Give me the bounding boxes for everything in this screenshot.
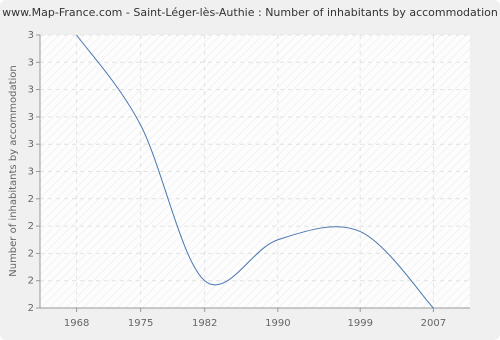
y-axis-label: Number of inhabitants by accommodation: [8, 65, 19, 277]
y-tick-label: 2: [28, 221, 34, 232]
x-tick-label: 1975: [128, 318, 153, 329]
x-tick-label: 1990: [265, 318, 290, 329]
y-tick-label: 2: [28, 276, 34, 287]
data-line: [76, 34, 434, 309]
y-tick-label: 2: [28, 303, 34, 314]
y-tick-label: 3: [28, 30, 34, 41]
x-tick-label: 2007: [421, 318, 446, 329]
y-tick-label: 3: [28, 167, 34, 178]
y-tick-label: 2: [28, 248, 34, 259]
plot-area: [40, 35, 470, 308]
y-tick-label: 3: [28, 57, 34, 68]
y-tick-label: 3: [28, 112, 34, 123]
y-tick-label: 2: [28, 194, 34, 205]
y-tick-label: 3: [28, 85, 34, 96]
chart-title: www.Map-France.com - Saint-Léger-lès-Aut…: [2, 6, 498, 19]
x-tick-label: 1968: [64, 318, 89, 329]
x-tick-label: 1999: [347, 318, 372, 329]
y-tick-label: 3: [28, 139, 34, 150]
x-tick-label: 1982: [192, 318, 217, 329]
